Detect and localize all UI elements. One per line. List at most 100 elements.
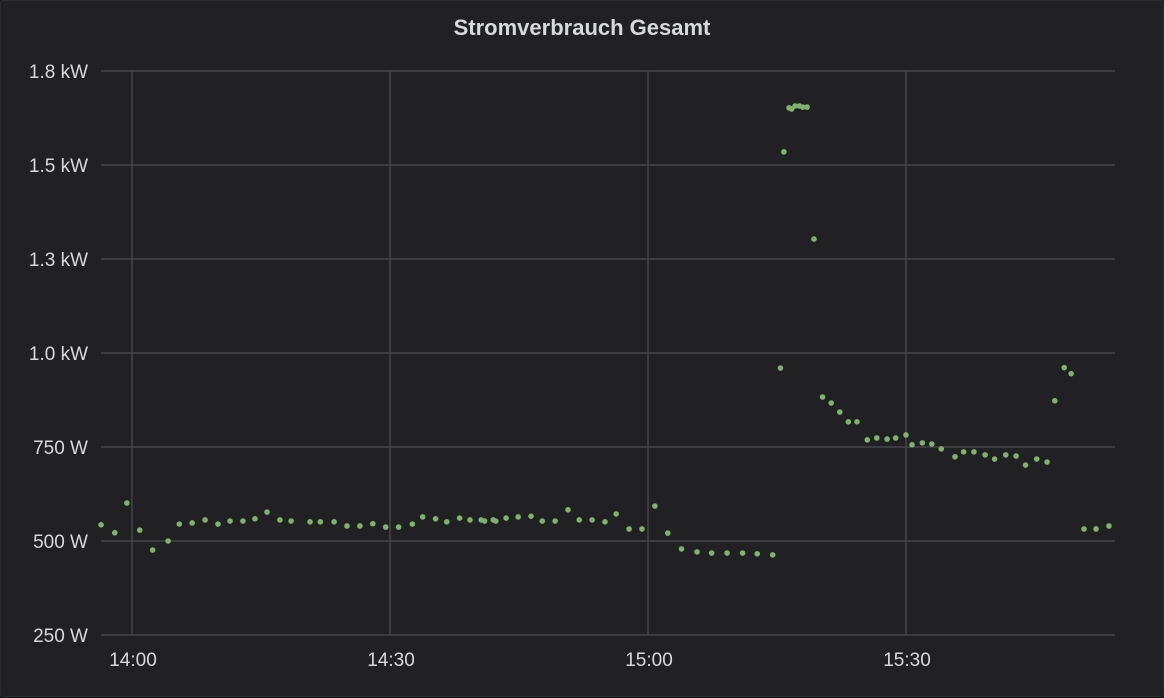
y-tick-label: 1.3 kW xyxy=(29,250,88,271)
data-point xyxy=(1106,523,1112,529)
x-tick-label: 15:00 xyxy=(625,650,673,671)
data-point xyxy=(136,527,143,533)
data-point xyxy=(288,518,294,524)
data-point xyxy=(395,524,402,530)
data-point xyxy=(565,506,571,513)
data-point xyxy=(478,517,484,523)
data-point xyxy=(382,524,389,530)
data-point xyxy=(804,104,810,110)
data-point xyxy=(552,518,558,524)
y-axis-ticks: 250 W 500 W 750 W 1.0 kW 1.3 kW 1.5 kW 1.8 kW xyxy=(29,62,88,647)
data-point xyxy=(864,437,871,443)
data-point xyxy=(189,520,195,526)
data-point xyxy=(202,517,208,523)
data-point xyxy=(854,419,860,425)
data-point xyxy=(678,546,685,552)
data-point xyxy=(331,519,337,525)
data-point xyxy=(769,552,776,558)
data-point xyxy=(589,517,595,523)
data-point xyxy=(938,446,945,452)
data-point xyxy=(215,521,221,527)
data-point xyxy=(165,538,171,544)
data-point xyxy=(754,550,761,557)
data-point xyxy=(432,516,439,522)
data-point xyxy=(639,526,645,532)
data-point xyxy=(884,436,890,442)
data-point xyxy=(800,104,806,110)
data-point xyxy=(873,435,880,441)
x-tick-label: 14:00 xyxy=(109,650,157,671)
data-point xyxy=(252,516,258,522)
data-point xyxy=(490,517,497,523)
data-point xyxy=(357,523,363,529)
data-point xyxy=(307,519,313,525)
data-point xyxy=(819,394,826,400)
data-point xyxy=(1061,364,1068,371)
data-point xyxy=(708,550,715,556)
data-point xyxy=(960,449,967,455)
y-tick-label: 1.8 kW xyxy=(29,62,88,83)
data-point xyxy=(982,452,988,458)
data-point xyxy=(845,419,852,425)
data-point xyxy=(419,514,426,520)
x-axis-ticks: 14:00 14:30 15:00 15:30 xyxy=(109,650,931,671)
data-point xyxy=(443,519,450,525)
data-point xyxy=(991,456,998,462)
data-point xyxy=(1068,370,1074,377)
data-point xyxy=(176,521,183,527)
data-point xyxy=(317,519,324,525)
data-point xyxy=(903,432,909,438)
data-point xyxy=(515,514,521,520)
grid-lines xyxy=(101,70,1115,636)
data-points xyxy=(98,103,1112,558)
data-point xyxy=(652,503,658,509)
data-point xyxy=(602,519,608,525)
data-point xyxy=(613,511,619,517)
data-point xyxy=(1044,459,1050,465)
data-point xyxy=(240,518,246,524)
data-point xyxy=(781,149,787,155)
data-point xyxy=(98,522,104,528)
x-tick-label: 14:30 xyxy=(367,650,415,671)
data-point xyxy=(626,526,632,532)
data-point xyxy=(1081,526,1087,532)
data-point xyxy=(1002,452,1009,458)
data-point xyxy=(919,440,926,446)
y-tick-label: 1.5 kW xyxy=(29,156,88,177)
data-point xyxy=(539,518,546,524)
data-point xyxy=(277,517,283,523)
y-tick-label: 250 W xyxy=(33,626,88,647)
x-tick-label: 15:30 xyxy=(883,650,931,671)
data-point xyxy=(467,517,473,523)
data-point xyxy=(892,435,899,441)
data-point xyxy=(1013,453,1019,459)
data-point xyxy=(971,449,977,455)
data-point xyxy=(227,518,233,524)
y-tick-label: 1.0 kW xyxy=(29,344,88,365)
data-point xyxy=(1022,462,1029,468)
y-tick-label: 750 W xyxy=(33,438,88,459)
data-point xyxy=(777,365,784,371)
data-point xyxy=(576,517,582,523)
data-point xyxy=(1033,456,1040,462)
data-point xyxy=(1093,526,1099,532)
data-point xyxy=(409,521,416,527)
data-point xyxy=(264,509,270,515)
data-point xyxy=(664,530,671,536)
data-point xyxy=(344,523,350,529)
data-point xyxy=(828,400,834,406)
data-point xyxy=(694,549,700,555)
data-point xyxy=(909,441,915,448)
y-tick-label: 500 W xyxy=(33,532,88,553)
data-point xyxy=(724,550,730,556)
data-point xyxy=(370,520,376,527)
panel-title: Stromverbrauch Gesamt xyxy=(453,15,711,40)
data-point xyxy=(528,513,534,519)
data-point xyxy=(929,441,935,447)
data-point xyxy=(792,103,798,109)
data-point xyxy=(112,529,118,536)
data-point xyxy=(952,453,958,460)
data-point xyxy=(149,547,156,553)
